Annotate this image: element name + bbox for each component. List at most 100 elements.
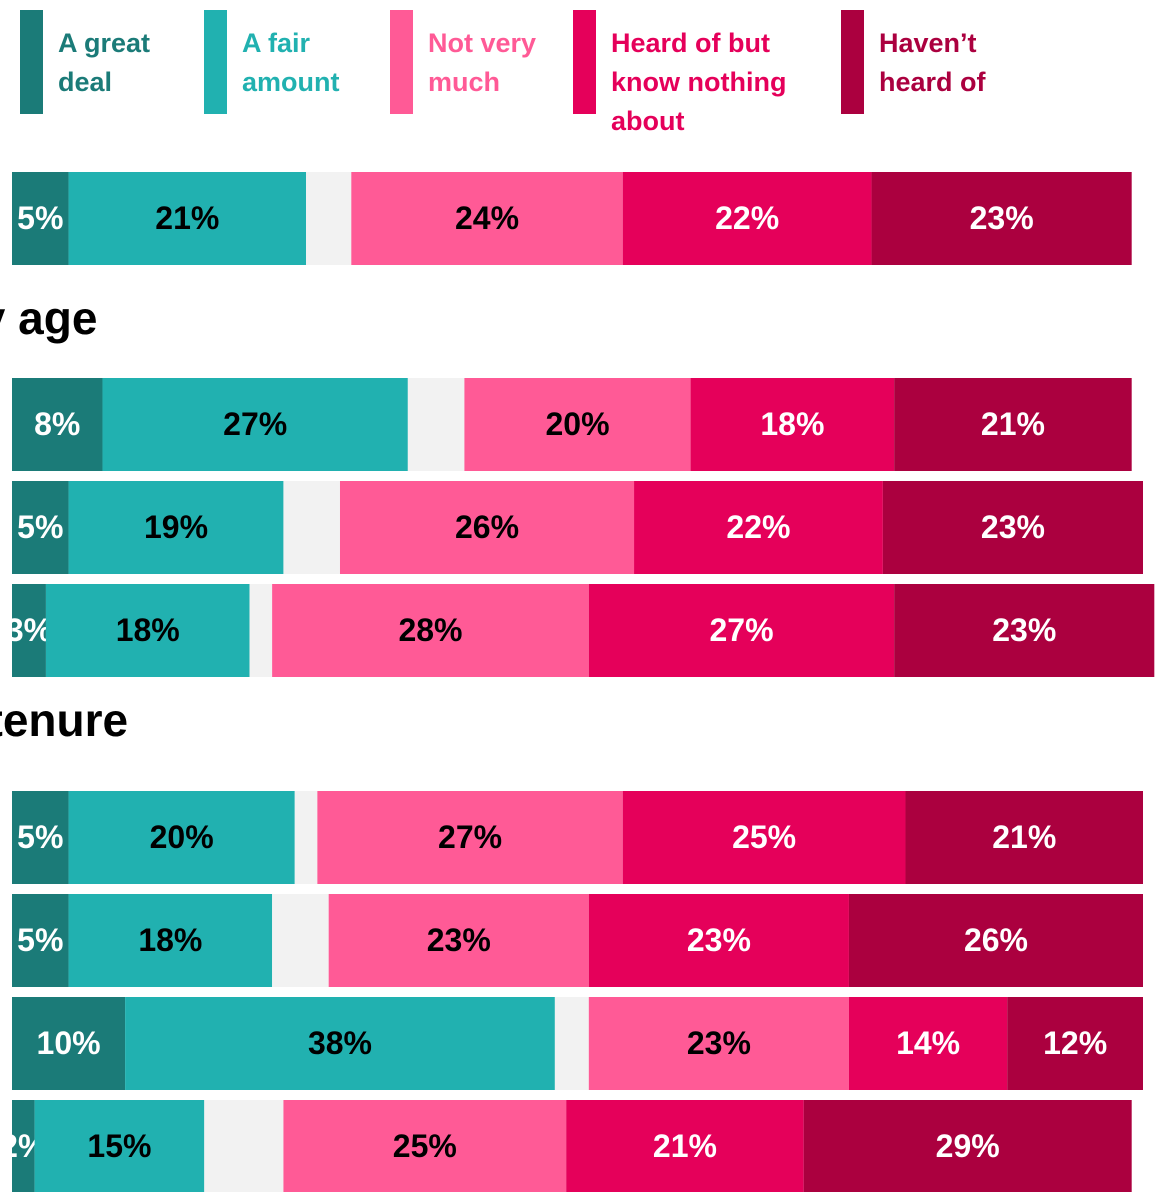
legend-label: Heard of but know nothing about bbox=[611, 28, 787, 136]
legend-item: Not very much bbox=[390, 10, 570, 114]
bar-segment bbox=[272, 894, 329, 987]
bar-label: 23% bbox=[687, 1025, 751, 1061]
bar-segment bbox=[249, 584, 273, 677]
bar-label: 15% bbox=[87, 1128, 151, 1164]
bar-segment bbox=[882, 481, 1143, 574]
bar-label: 5% bbox=[17, 922, 63, 958]
bar-label: 23% bbox=[427, 922, 491, 958]
bar-label: 22% bbox=[715, 200, 779, 236]
legend-label: Not very much bbox=[428, 28, 537, 97]
bar-segment bbox=[12, 172, 69, 265]
legend-item: Heard of but know nothing about bbox=[573, 10, 818, 136]
legend-item: Haven’t heard of bbox=[841, 10, 1031, 114]
bar-segment bbox=[68, 894, 273, 987]
bar-segment bbox=[566, 1100, 804, 1192]
section-title: By age bbox=[0, 292, 97, 344]
bar-segment bbox=[12, 378, 103, 471]
bar-label: 23% bbox=[970, 200, 1034, 236]
bar-segment bbox=[351, 172, 623, 265]
bar-segment bbox=[12, 584, 46, 677]
bar-segment bbox=[317, 791, 623, 884]
bar-segment bbox=[125, 997, 555, 1090]
bar-label: 5% bbox=[17, 200, 63, 236]
bar-label: 27% bbox=[709, 612, 773, 648]
bar-label: 10% bbox=[37, 1025, 101, 1061]
bar-segment bbox=[464, 378, 691, 471]
bar-label: 26% bbox=[964, 922, 1028, 958]
bar-segment bbox=[283, 1100, 567, 1192]
bar-label: 20% bbox=[545, 406, 609, 442]
bar-segment bbox=[45, 584, 250, 677]
bar-segment bbox=[12, 1100, 35, 1192]
bar-segment bbox=[102, 378, 408, 471]
bar-label: 21% bbox=[653, 1128, 717, 1164]
bar-segment bbox=[588, 894, 849, 987]
bar-label: 19% bbox=[144, 509, 208, 545]
bar-label: 3% bbox=[6, 612, 52, 648]
bar-label: 24% bbox=[455, 200, 519, 236]
bar-label: 23% bbox=[981, 509, 1045, 545]
bar-label: 8% bbox=[34, 406, 80, 442]
bar-segment bbox=[554, 997, 589, 1090]
bar-label: 27% bbox=[223, 406, 287, 442]
bar-segment bbox=[848, 894, 1143, 987]
bar-segment bbox=[588, 997, 849, 1090]
bar-segment bbox=[68, 791, 295, 884]
bar-label: 23% bbox=[687, 922, 751, 958]
bar-segment bbox=[690, 378, 895, 471]
bar-segment bbox=[634, 481, 883, 574]
bar-label: 5% bbox=[17, 819, 63, 855]
bar-label: 18% bbox=[760, 406, 824, 442]
bar-label: 21% bbox=[992, 819, 1056, 855]
bar-segment bbox=[12, 481, 69, 574]
bar-label: 23% bbox=[992, 612, 1056, 648]
bar-segment bbox=[294, 791, 318, 884]
bar-segment bbox=[588, 584, 895, 677]
bar-label: 22% bbox=[726, 509, 790, 545]
bar-label: 20% bbox=[150, 819, 214, 855]
section-title: By tenure bbox=[0, 694, 128, 746]
bar-segment bbox=[34, 1100, 205, 1192]
bar-label: 21% bbox=[155, 200, 219, 236]
legend-swatch bbox=[390, 10, 413, 114]
bar-label: 27% bbox=[438, 819, 502, 855]
legend-label: A fair amount bbox=[242, 28, 340, 97]
bar-segment bbox=[328, 894, 589, 987]
bar-label: 25% bbox=[732, 819, 796, 855]
bar-label: 12% bbox=[1043, 1025, 1107, 1061]
bar-segment bbox=[407, 378, 465, 471]
legend-swatch bbox=[573, 10, 596, 114]
bar-segment bbox=[306, 172, 352, 265]
bar-segment bbox=[871, 172, 1132, 265]
bar-label: 25% bbox=[393, 1128, 457, 1164]
bar-label: 28% bbox=[398, 612, 462, 648]
bar-segment bbox=[68, 481, 284, 574]
legend-swatch bbox=[20, 10, 43, 114]
bar-segment bbox=[894, 378, 1132, 471]
bar-label: 14% bbox=[896, 1025, 960, 1061]
legend-label: A great deal bbox=[58, 28, 151, 97]
bar-segment bbox=[12, 894, 69, 987]
bar-segment bbox=[848, 997, 1008, 1090]
bar-segment bbox=[1007, 997, 1143, 1090]
bar-segment bbox=[339, 481, 635, 574]
bar-label: 5% bbox=[17, 509, 63, 545]
bar-label: 26% bbox=[455, 509, 519, 545]
bar-segment bbox=[272, 584, 589, 677]
bar-label: 38% bbox=[308, 1025, 372, 1061]
bar-label: 18% bbox=[138, 922, 202, 958]
bar-segment bbox=[894, 584, 1155, 677]
bar-segment bbox=[905, 791, 1143, 884]
bar-segment bbox=[12, 997, 126, 1090]
bar-segment bbox=[622, 791, 906, 884]
bar-segment bbox=[283, 481, 340, 574]
bar-segment bbox=[204, 1100, 284, 1192]
bar-segment bbox=[803, 1100, 1132, 1192]
legend-item: A fair amount bbox=[204, 10, 374, 114]
bar-label: 18% bbox=[116, 612, 180, 648]
legend-swatch bbox=[204, 10, 227, 114]
bar-segment bbox=[12, 791, 69, 884]
legend-label: Haven’t heard of bbox=[879, 28, 986, 97]
